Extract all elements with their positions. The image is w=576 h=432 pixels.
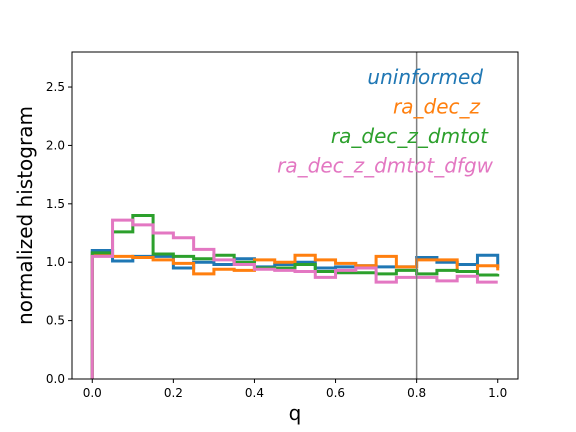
legend-label-ra-dec-z-dmtot-dfgw: ra_dec_z_dmtot_dfgw — [277, 154, 494, 178]
x-tick-label: 0.2 — [164, 386, 183, 400]
legend-label-ra-dec-z: ra_dec_z — [393, 95, 480, 119]
y-tick-label: 0.0 — [46, 372, 65, 386]
x-axis-label: q — [289, 401, 302, 425]
x-tick-label: 0.8 — [407, 386, 426, 400]
series-layer — [90, 214, 500, 379]
legend: uninformed ra_dec_z ra_dec_z_dmtot ra_dec_z… — [277, 65, 494, 178]
x-tick-label: 0.4 — [245, 386, 264, 400]
y-axis-label: normalized histogram — [13, 106, 37, 325]
y-tick-label: 0.5 — [46, 314, 65, 328]
y-axis-ticks: 0.0 0.5 1.0 1.5 2.0 2.5 — [46, 80, 72, 386]
series-line-ra-dec-z-dmtot — [90, 214, 500, 379]
x-tick-label: 1.0 — [488, 386, 507, 400]
legend-label-ra-dec-z-dmtot: ra_dec_z_dmtot — [331, 124, 489, 148]
series-line-ra-dec-z — [90, 253, 500, 379]
x-tick-label: 0.6 — [326, 386, 345, 400]
axes-frame — [71, 51, 519, 380]
x-tick-label: 0.0 — [83, 386, 102, 400]
x-axis-ticks: 0.0 0.2 0.4 0.6 0.8 1.0 — [83, 379, 507, 400]
y-tick-label: 2.0 — [46, 138, 65, 152]
series-line-ra-dec-z-dmtot-dfgw — [90, 218, 498, 379]
y-tick-label: 2.5 — [46, 80, 65, 94]
y-tick-label: 1.5 — [46, 197, 65, 211]
y-tick-label: 1.0 — [46, 255, 65, 269]
legend-label-uninformed: uninformed — [367, 65, 483, 89]
